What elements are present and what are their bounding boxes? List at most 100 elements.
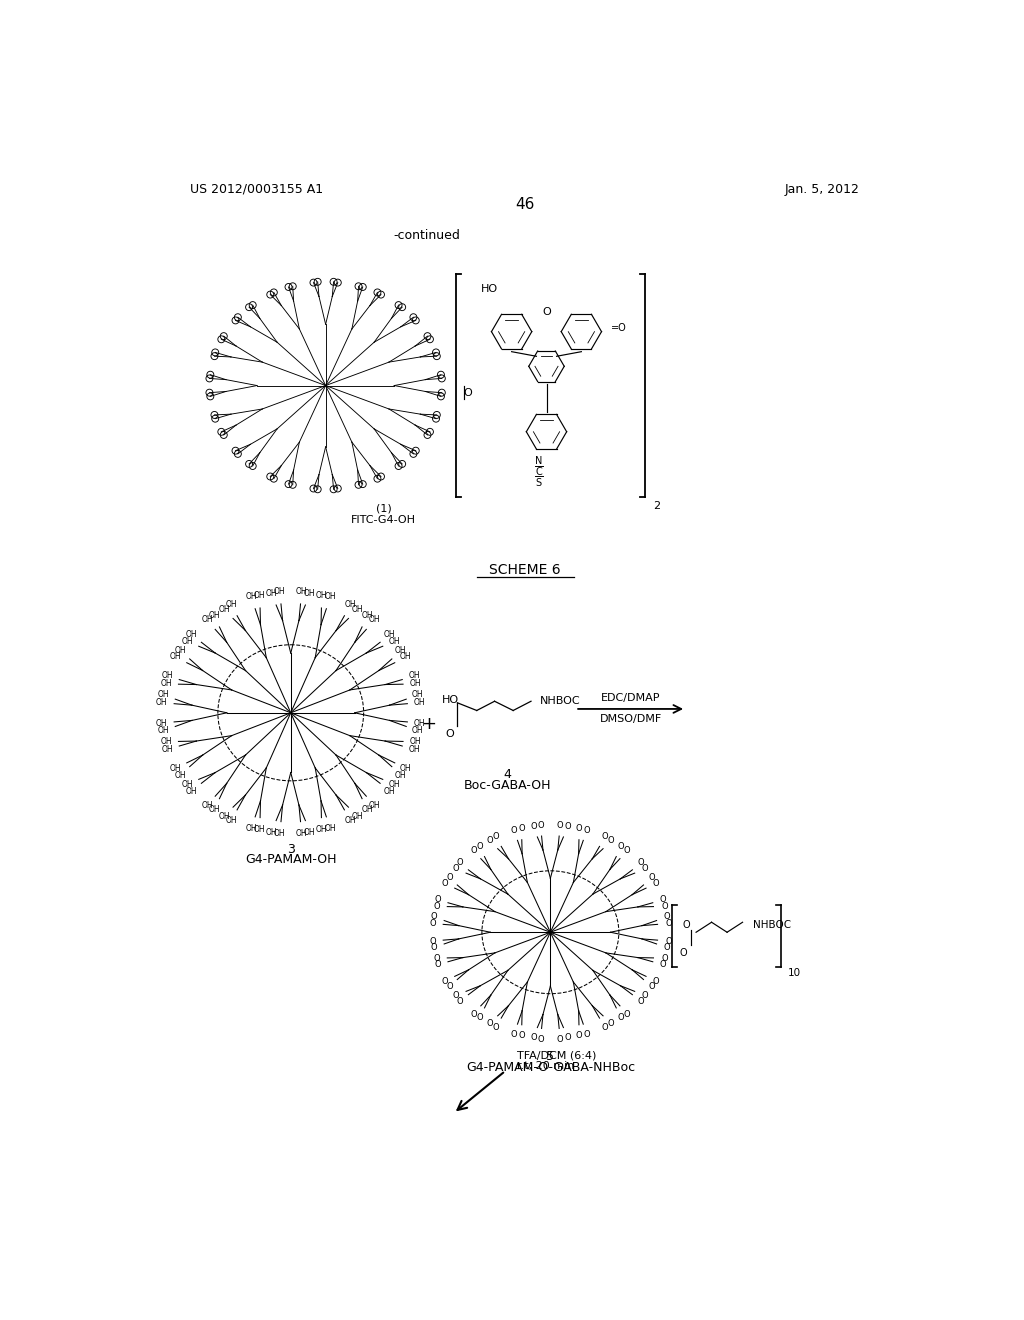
Text: O: O [511,1030,517,1039]
Text: US 2012/0003155 A1: US 2012/0003155 A1 [190,182,324,195]
Text: O: O [648,982,654,991]
Text: O: O [624,846,630,855]
Text: O: O [445,729,454,739]
Text: Jan. 5, 2012: Jan. 5, 2012 [784,182,859,195]
Text: O: O [601,833,608,841]
Text: O: O [429,937,435,945]
Text: OH: OH [162,746,173,754]
Text: OH: OH [181,636,194,645]
Text: OH: OH [388,636,400,645]
Text: +: + [421,715,436,734]
Text: OH: OH [412,690,424,700]
Text: O: O [463,388,472,399]
Text: OH: OH [304,589,315,598]
Text: OH: OH [388,780,400,789]
Text: O: O [662,902,668,911]
Text: 3: 3 [287,842,295,855]
Text: O: O [538,821,544,830]
Text: 5: 5 [547,1051,554,1064]
Text: O: O [433,953,439,962]
Text: HO: HO [480,284,498,294]
Text: O: O [453,865,460,874]
Text: O: O [584,1030,590,1039]
Text: OH: OH [202,615,213,624]
Text: O: O [530,1034,537,1041]
Text: OH: OH [351,605,362,614]
Text: O: O [679,948,687,958]
Text: OH: OH [225,601,238,610]
Text: O: O [518,825,525,833]
Text: OH: OH [304,828,315,837]
Text: O: O [607,1019,613,1028]
Text: OH: OH [175,771,186,780]
Text: =O: =O [611,323,627,333]
Text: OH: OH [170,764,181,774]
Text: r.t, 20 min: r.t, 20 min [517,1061,574,1072]
Text: -continued: -continued [393,228,460,242]
Text: O: O [584,825,590,834]
Text: OH: OH [246,824,257,833]
Text: OH: OH [158,690,170,700]
Text: NHBOC: NHBOC [540,696,581,706]
Text: OH: OH [158,726,170,735]
Text: O: O [641,991,648,1001]
Text: OH: OH [384,787,395,796]
Text: O: O [601,1023,608,1032]
Text: O: O [607,837,613,845]
Text: O: O [441,879,449,887]
Text: O: O [518,1031,525,1040]
Text: 2: 2 [653,502,660,511]
Text: OH: OH [400,652,412,661]
Text: O: O [433,902,439,911]
Text: O: O [641,865,648,874]
Text: O: O [665,937,672,945]
Text: O: O [683,920,690,929]
Text: OH: OH [369,615,380,624]
Text: OH: OH [325,593,336,602]
Text: O: O [665,919,672,928]
Text: O: O [564,1034,570,1041]
Text: OH: OH [414,698,426,708]
Text: O: O [662,953,668,962]
Text: O: O [538,1035,544,1044]
Text: OH: OH [186,630,198,639]
Text: O: O [575,1031,583,1040]
Text: NHBOC: NHBOC [753,920,792,929]
Text: OH: OH [296,587,307,597]
Text: OH: OH [225,816,238,825]
Text: OH: OH [156,718,168,727]
Text: OH: OH [361,805,373,814]
Text: OH: OH [266,589,278,598]
Text: O: O [664,944,670,952]
Text: O: O [530,822,537,832]
Text: HO: HO [442,694,459,705]
Text: S: S [536,478,542,487]
Text: OH: OH [266,828,278,837]
Text: O: O [624,1010,630,1019]
Text: N: N [536,455,543,466]
Text: O: O [429,919,435,928]
Text: OH: OH [325,824,336,833]
Text: O: O [486,1019,494,1028]
Text: OH: OH [400,764,412,774]
Text: O: O [471,846,477,855]
Text: O: O [477,842,483,851]
Text: OH: OH [254,825,265,834]
Text: O: O [542,308,551,317]
Text: SCHEME 6: SCHEME 6 [489,564,560,577]
Text: G4-PAMAM-OH: G4-PAMAM-OH [245,853,337,866]
Text: OH: OH [186,787,198,796]
Text: O: O [471,1010,477,1019]
Text: O: O [617,842,624,851]
Text: OH: OH [315,591,328,601]
Text: O: O [493,1023,500,1032]
Text: OH: OH [254,591,265,601]
Text: O: O [446,982,453,991]
Text: O: O [652,879,659,887]
Text: OH: OH [344,601,356,610]
Text: O: O [441,977,449,986]
Text: Boc-GABA-OH: Boc-GABA-OH [464,779,552,792]
Text: OH: OH [409,746,420,754]
Text: OH: OH [344,816,356,825]
Text: O: O [659,961,667,969]
